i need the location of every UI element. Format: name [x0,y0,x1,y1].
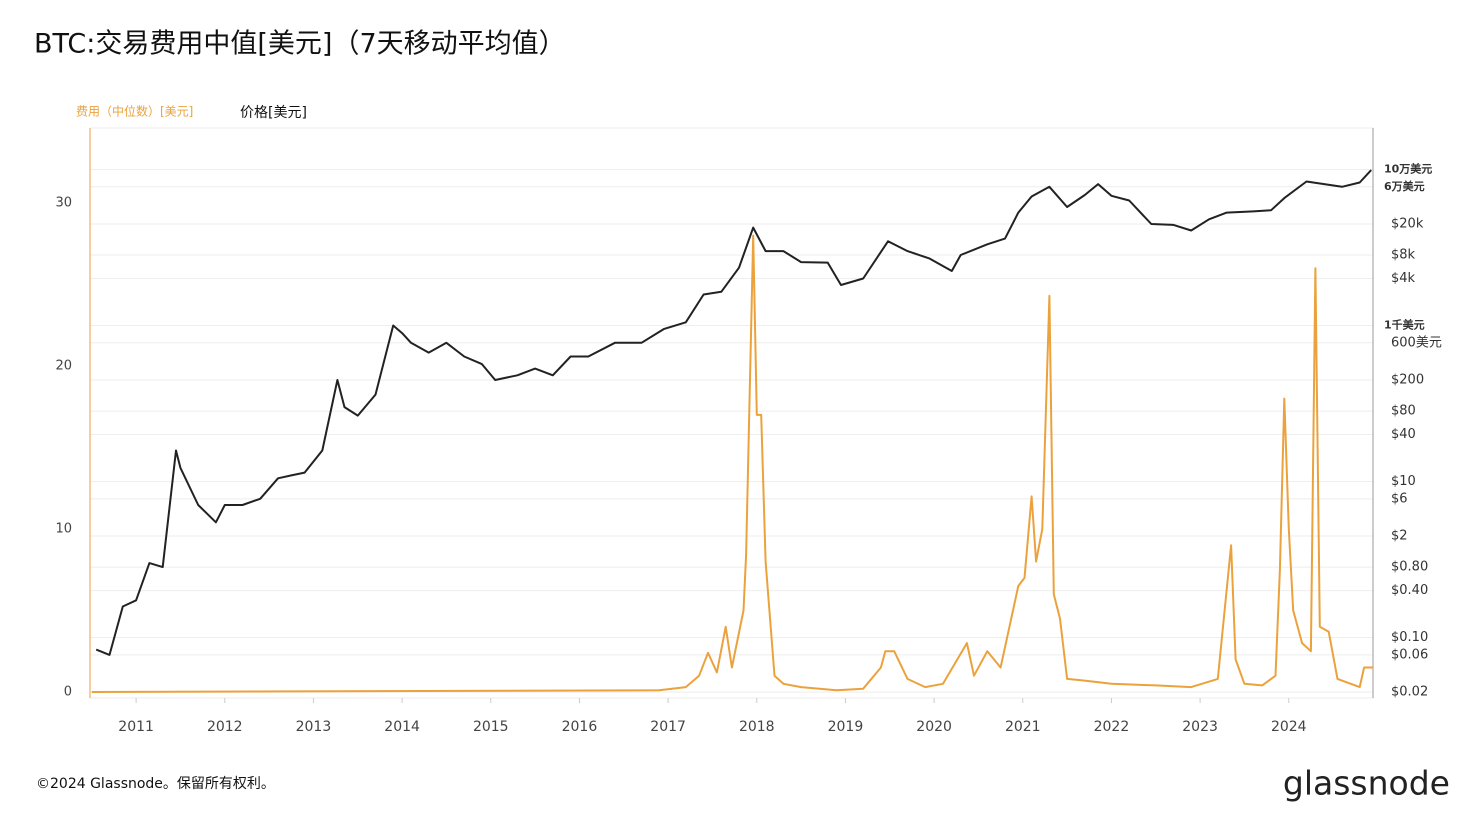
series-line [95,169,1372,656]
x-tick-label: 2016 [562,719,598,735]
y2-tick-label: $20k [1391,216,1424,231]
series-line [91,234,1373,693]
plot-area [89,127,1374,699]
y2-tick-label: $4k [1391,271,1416,286]
y2-tick-label: 600美元 [1391,335,1442,350]
y2-tick-label: $80 [1391,404,1416,419]
y2-tick-label: $10 [1391,474,1416,489]
footer: ©2024 Glassnode。保留所有权利。 [36,776,275,792]
y2-tick-label: 10万美元 [1384,161,1432,175]
y-tick-label: 0 [64,684,72,699]
x-tick-label: 2019 [828,719,864,735]
x-tick-label: 2024 [1271,719,1307,735]
y-tick-label: 30 [55,195,72,210]
x-tick-label: 2014 [384,719,420,735]
x-tick-label: 2018 [739,719,775,735]
y-tick-label: 20 [55,358,72,373]
y2-tick-label: $0.10 [1391,630,1428,645]
y2-tick-label: $0.06 [1391,647,1428,662]
x-tick-label: 2012 [207,719,243,735]
y2-tick-label: 6万美元 [1384,179,1425,193]
legend-entry[interactable]: 价格[美元] [240,105,307,121]
y-tick-label: 10 [55,521,72,536]
y2-tick-label: $0.40 [1391,583,1428,598]
x-tick-label: 2011 [118,719,154,735]
x-tick-label: 2020 [916,719,952,735]
x-tick-label: 2021 [1005,719,1041,735]
x-tick-label: 2013 [296,719,332,735]
y2-tick-label: $200 [1391,373,1424,388]
x-tick-label: 2023 [1182,719,1218,735]
y2-tick-label: $8k [1391,248,1416,263]
chart-title: BTC:交易费用中值[美元]（7天移动平均值） [34,29,566,60]
x-tick-label: 2022 [1094,719,1130,735]
x-tick-label: 2015 [473,719,509,735]
y2-tick-label: $6 [1391,491,1408,506]
y2-tick-label: $0.80 [1391,560,1428,575]
y2-tick-label: $2 [1391,529,1408,544]
y2-tick-label: 1千美元 [1384,317,1425,331]
y2-tick-label: $0.02 [1391,685,1428,700]
x-tick-label: 2017 [650,719,686,735]
legend-entry[interactable]: 费用（中位数）[美元] [76,104,193,119]
logo: glassnode [1283,764,1450,803]
y2-tick-label: $40 [1391,427,1416,442]
